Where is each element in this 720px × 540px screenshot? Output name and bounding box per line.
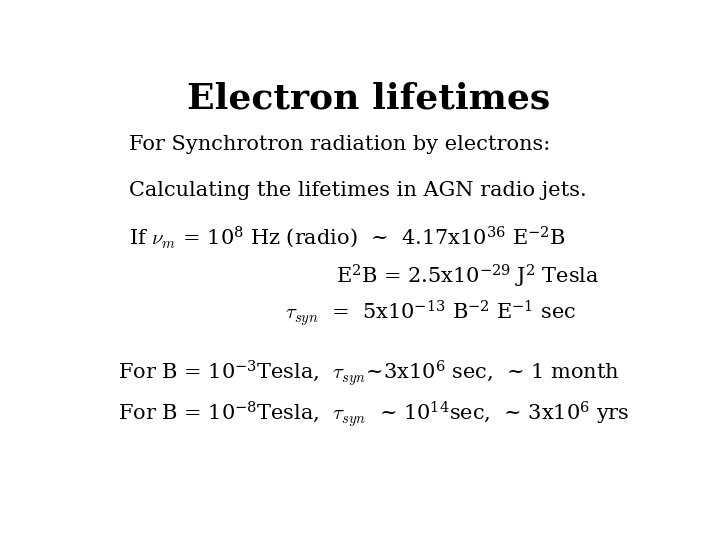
Text: E$\mathregular{^2}$B = 2.5x10$\mathregular{^{-29}}$ J$\mathregular{^2}$ Tesla: E$\mathregular{^2}$B = 2.5x10$\mathregul… <box>336 262 599 289</box>
Text: Electron lifetimes: Electron lifetimes <box>187 82 551 116</box>
Text: Calculating the lifetimes in AGN radio jets.: Calculating the lifetimes in AGN radio j… <box>129 181 587 200</box>
Text: For Synchrotron radiation by electrons:: For Synchrotron radiation by electrons: <box>129 136 550 154</box>
Text: If $\nu_m$ = 10$\mathregular{^8}$ Hz (radio)  ~  4.17x10$\mathregular{^{36}}$ E$: If $\nu_m$ = 10$\mathregular{^8}$ Hz (ra… <box>129 225 566 251</box>
Text: For B = 10$\mathregular{^{-8}}$Tesla,  $\tau_{syn}$  ~ 10$\mathregular{^{14}}$se: For B = 10$\mathregular{^{-8}}$Tesla, $\… <box>118 400 629 429</box>
Text: For B = 10$\mathregular{^{-3}}$Tesla,  $\tau_{syn}$~3x10$\mathregular{^6}$ sec, : For B = 10$\mathregular{^{-3}}$Tesla, $\… <box>118 358 619 388</box>
Text: $\tau_{syn}$  =  5x10$\mathregular{^{-13}}$ B$\mathregular{^{-2}}$ E$\mathregula: $\tau_{syn}$ = 5x10$\mathregular{^{-13}}… <box>285 298 577 328</box>
